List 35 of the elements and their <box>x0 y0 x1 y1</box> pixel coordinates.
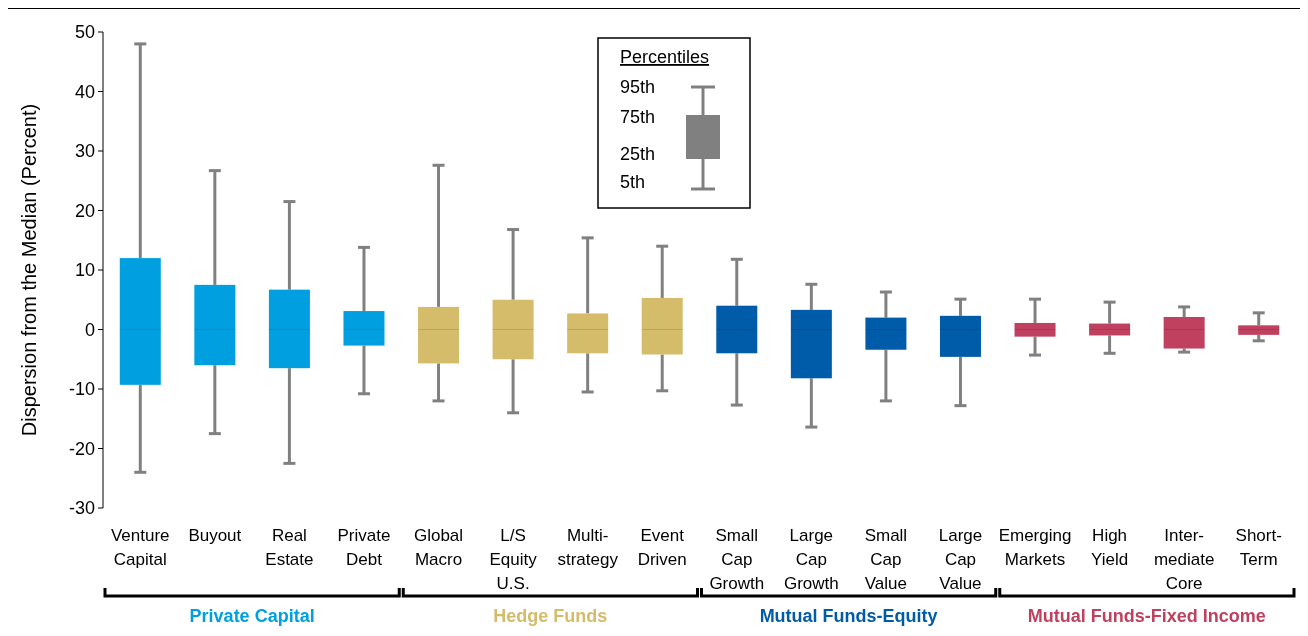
text: Private Capital <box>189 606 315 626</box>
x-tick-label: Small Cap Value <box>864 526 908 593</box>
y-tick-label: 30 <box>74 141 95 162</box>
x-tick-label: Real Estate <box>265 526 314 569</box>
y-tick-label: 50 <box>74 22 95 43</box>
y-tick-label: 20 <box>74 200 95 221</box>
text: Mutual Funds-Equity <box>759 606 938 626</box>
x-tick-label: Buyout <box>188 526 242 545</box>
x-tick-label: L/S Equity U.S. <box>489 526 538 593</box>
x-tick-label: Large Cap Growth <box>783 526 839 593</box>
y-axis-title: Dispersion from the Median (Percent) <box>18 103 40 437</box>
legend-title: Percentiles <box>620 47 710 67</box>
x-tick-label: Venture Capital <box>110 526 170 569</box>
x-tick-label: Global Macro <box>413 526 464 569</box>
x-tick-label: Large Cap Value <box>938 526 983 593</box>
x-tick-label: Emerging Markets <box>998 526 1072 569</box>
annotation: 75th <box>620 107 656 127</box>
y-tick-label: 0 <box>84 319 95 340</box>
y-tick-label: -20 <box>68 438 95 459</box>
text: Hedge Funds <box>493 606 608 626</box>
x-tick-label: Private Debt <box>337 526 391 569</box>
x-tick-label: Small Cap Growth <box>709 526 765 593</box>
annotation: 5th <box>620 172 646 192</box>
annotation: 25th <box>620 144 656 164</box>
y-tick-label: 40 <box>74 81 95 102</box>
x-tick-label: Inter- mediate Core <box>1153 526 1215 593</box>
x-tick-label: Short- Term <box>1235 526 1282 569</box>
x-tick-label: High Yield <box>1091 526 1129 569</box>
text: Mutual Funds-Fixed Income <box>1027 606 1266 626</box>
y-tick-label: -30 <box>68 498 95 519</box>
x-tick-label: Event Driven <box>637 526 687 569</box>
annotation: 95th <box>620 77 656 97</box>
x-tick-label: Multi- strategy <box>557 526 619 569</box>
y-tick-label: -10 <box>68 379 95 400</box>
y-tick-label: 10 <box>74 260 95 281</box>
